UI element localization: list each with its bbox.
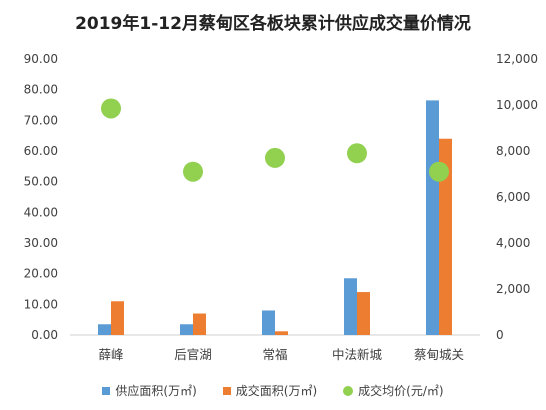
x-category-label: 常福	[262, 347, 287, 362]
y-right-tick-label: 2,000	[496, 282, 530, 296]
legend-item-avg-price: 成交均价(元/㎡)	[343, 382, 444, 399]
y-left-tick-label: 50.00	[24, 175, 58, 189]
avg-price-point	[429, 161, 449, 182]
chart-title: 2019年1-12月蔡甸区各板块累计供应成交量价情况	[75, 14, 471, 34]
y-right-tick-label: 12,000	[496, 52, 538, 66]
y-left-tick-label: 20.00	[24, 267, 58, 281]
y-right-tick-label: 10,000	[496, 98, 538, 112]
y-left-tick-label: 70.00	[24, 113, 58, 127]
bar-supply	[98, 324, 111, 335]
legend: 供应面积(万㎡) 成交面积(万㎡) 成交均价(元/㎡)	[0, 382, 546, 399]
y-right-tick-label: 4,000	[496, 236, 530, 250]
bar-supply	[262, 310, 275, 335]
avg-price-point	[265, 147, 285, 168]
y-left-tick-label: 40.00	[24, 205, 58, 219]
y-left-tick-label: 90.00	[24, 52, 58, 66]
avg-price-point	[183, 161, 203, 182]
avg-price-point	[347, 143, 367, 164]
y-left-tick-label: 0.00	[31, 328, 58, 342]
y-right-tick-label: 0	[496, 328, 504, 342]
legend-item-deal-area: 成交面积(万㎡)	[222, 382, 318, 399]
legend-label-avg-price: 成交均价(元/㎡)	[358, 384, 444, 398]
bar-deal-area	[193, 313, 206, 335]
legend-swatch-avg-price	[343, 385, 354, 396]
x-category-label: 蔡甸城关	[414, 347, 464, 362]
y-left-tick-label: 80.00	[24, 83, 58, 97]
bar-deal-area	[439, 138, 452, 335]
legend-swatch-deal-area	[222, 386, 231, 395]
bar-supply	[426, 100, 439, 336]
legend-item-supply: 供应面积(万㎡)	[102, 382, 197, 399]
bar-supply	[180, 324, 193, 335]
y-left-tick-label: 30.00	[24, 236, 58, 250]
avg-price-point	[101, 98, 121, 119]
x-category-label: 中法新城	[332, 347, 383, 362]
y-left-tick-label: 60.00	[24, 144, 58, 158]
bar-deal-area	[275, 331, 288, 335]
bar-deal-area	[357, 292, 370, 335]
legend-label-supply: 供应面积(万㎡)	[115, 384, 197, 398]
x-category-label: 薛峰	[98, 347, 124, 362]
x-category-label: 后官湖	[174, 347, 212, 362]
y-left-tick-label: 10.00	[24, 297, 58, 311]
legend-label-deal-area: 成交面积(万㎡)	[235, 384, 318, 398]
bar-deal-area	[111, 301, 124, 335]
legend-swatch-supply	[102, 386, 111, 395]
bar-supply	[344, 278, 357, 335]
y-right-tick-label: 6,000	[496, 190, 530, 204]
y-right-tick-label: 8,000	[496, 144, 530, 158]
